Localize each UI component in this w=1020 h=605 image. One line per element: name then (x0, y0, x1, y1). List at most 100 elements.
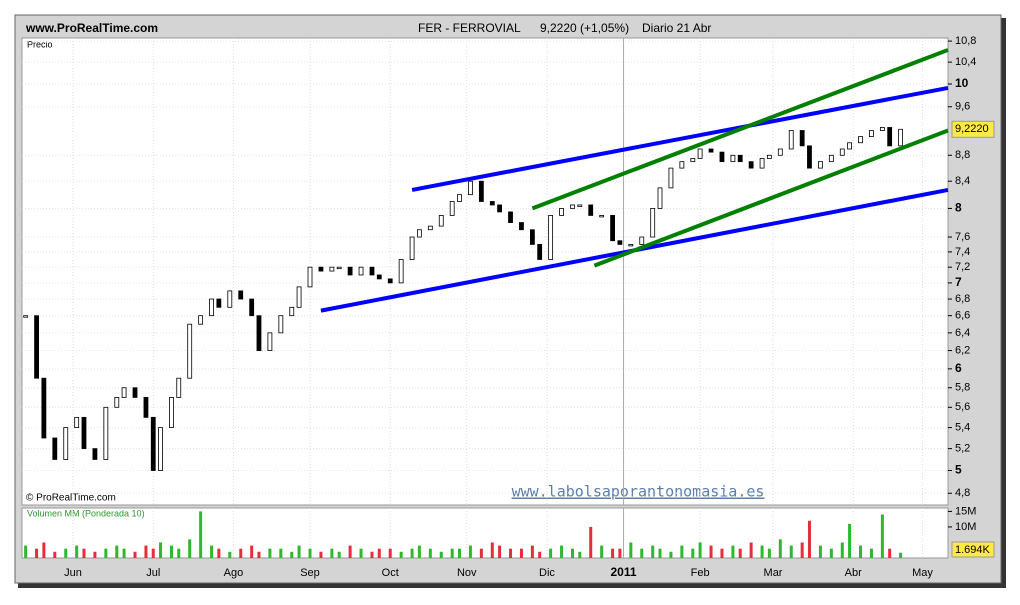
volume-bar (709, 545, 713, 558)
candle (858, 136, 863, 144)
x-tick-label: Sep (300, 567, 320, 579)
volume-bar (490, 542, 494, 558)
candle (570, 204, 575, 209)
candle (478, 180, 484, 202)
volume-bar (888, 548, 892, 558)
x-tick-label: Ago (224, 567, 244, 579)
volume-bar (680, 545, 684, 558)
volume-bar (199, 511, 203, 558)
candle (114, 397, 120, 408)
volume-bar (359, 548, 363, 558)
candle (318, 266, 324, 272)
candle (449, 201, 455, 216)
volume-bar (417, 545, 421, 558)
volume-bar (210, 545, 214, 558)
candle (839, 148, 845, 156)
candle (679, 161, 685, 169)
candle (690, 158, 696, 163)
candle (23, 315, 29, 318)
candle (610, 215, 615, 242)
y-tick-label: 15M (955, 505, 976, 517)
volume-bar (840, 542, 844, 558)
candle (737, 154, 743, 163)
volume-bar (217, 548, 221, 558)
candle (730, 154, 736, 163)
candle (847, 142, 852, 150)
volume-bar (122, 548, 126, 558)
candle (329, 266, 335, 272)
volume-bar (818, 545, 822, 558)
candle (788, 130, 794, 150)
volume-bar (93, 551, 97, 558)
volume-bar (789, 545, 793, 558)
x-tick-label: Abr (845, 567, 862, 579)
candle (668, 167, 674, 189)
volume-bar (133, 551, 137, 558)
volume-bar (807, 520, 811, 558)
site: www.ProRealTime.com (25, 21, 158, 35)
candle (457, 194, 462, 202)
candle (508, 211, 513, 223)
volume-bar (468, 545, 472, 558)
candle (216, 298, 222, 308)
volume-bar (268, 548, 272, 558)
candle (376, 274, 382, 280)
volume-bar (53, 551, 57, 558)
volume-bar (530, 545, 534, 558)
candle (249, 298, 255, 317)
y-tick-label: 7 (955, 275, 962, 289)
x-tick-label: Dic (539, 567, 555, 579)
trendline (531, 48, 949, 211)
volume-bar (279, 548, 283, 558)
y-tick-label: 4,8 (955, 487, 970, 499)
candle (468, 180, 473, 196)
candle (387, 278, 393, 284)
candle (879, 127, 885, 131)
y-tick-label: 6 (955, 361, 962, 375)
volume-bar (439, 551, 443, 558)
period: Diario 21 Abr (642, 21, 711, 35)
candle (887, 127, 893, 147)
candle (34, 315, 39, 379)
volume-bar (669, 551, 673, 558)
volume-bar (24, 545, 28, 558)
candle (41, 377, 47, 439)
y-tick-label: 8,8 (955, 149, 970, 161)
volume-bar (778, 539, 782, 558)
volume-bar (428, 548, 432, 558)
volume-bar (560, 545, 564, 558)
volume-bar (880, 514, 884, 558)
trendline (411, 85, 949, 192)
candle (209, 298, 214, 317)
candle (92, 448, 98, 460)
volume-bar (738, 548, 742, 558)
volume-bar (829, 548, 833, 558)
y-tick-label: 8 (955, 201, 962, 215)
volume-bar (370, 551, 374, 558)
candle (150, 416, 156, 471)
candle (559, 208, 564, 216)
candle (548, 215, 554, 260)
volume-label: Volumen MM (Ponderada 10) (27, 508, 145, 518)
candle (198, 315, 204, 325)
watermark: www.labolsaporantonomasia.es (512, 483, 765, 501)
candle (427, 225, 433, 231)
volume-bar (538, 551, 542, 558)
candle (74, 416, 80, 428)
x-tick-label: Mar (764, 567, 783, 579)
candle (529, 229, 535, 245)
y-tick-label: 10,8 (955, 35, 976, 47)
volume-bar (611, 548, 615, 558)
y-tick-label: 6,4 (955, 327, 970, 339)
candle (438, 215, 444, 227)
candle (238, 290, 244, 300)
candle (628, 244, 634, 247)
volume-bar (399, 551, 403, 558)
last-price-box (951, 120, 995, 138)
y-tick-label: 7,6 (955, 231, 970, 243)
candle (898, 128, 904, 147)
candle (227, 290, 233, 308)
candle (267, 332, 273, 351)
volume-bar (297, 545, 301, 558)
